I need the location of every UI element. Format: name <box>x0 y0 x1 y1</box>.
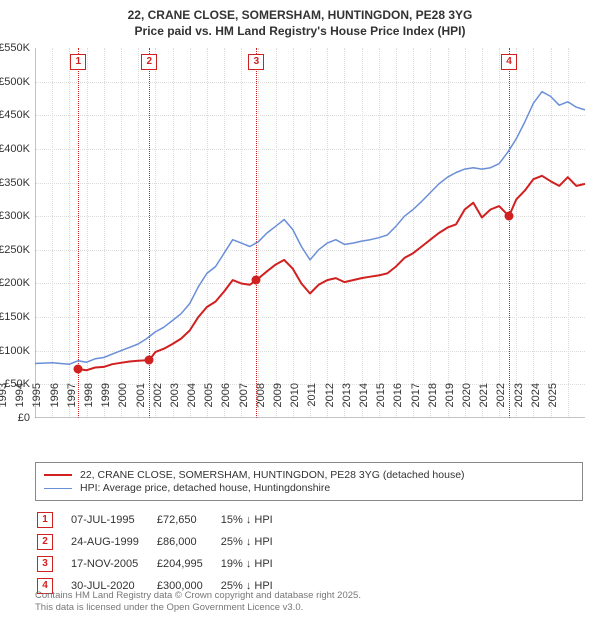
chart-plot-area: £0£50K£100K£150K£200K£250K£300K£350K£400… <box>35 48 585 418</box>
sale-event-price: £86,000 <box>157 532 219 552</box>
x-axis-tick-label: 1994 <box>14 383 26 423</box>
arrow-down-icon: ↓ <box>246 514 252 526</box>
legend-item-property: 22, CRANE CLOSE, SOMERSHAM, HUNTINGDON, … <box>44 469 574 481</box>
sale-event-delta: 15% ↓ HPI <box>221 510 289 530</box>
sale-event-price: £72,650 <box>157 510 219 530</box>
sale-event-row: 3 17-NOV-2005£204,99519% ↓ HPI <box>37 554 289 574</box>
legend-swatch <box>44 488 72 489</box>
sale-event-badge: 3 <box>37 556 53 572</box>
x-axis-tick-label: 1993 <box>0 383 9 423</box>
sale-event-row: 2 24-AUG-1999£86,00025% ↓ HPI <box>37 532 289 552</box>
sale-event-date: 17-NOV-2005 <box>71 554 155 574</box>
sale-event-delta: 19% ↓ HPI <box>221 554 289 574</box>
chart-container: 22, CRANE CLOSE, SOMERSHAM, HUNTINGDON, … <box>0 0 600 620</box>
arrow-down-icon: ↓ <box>246 558 252 570</box>
chart-legend: 22, CRANE CLOSE, SOMERSHAM, HUNTINGDON, … <box>35 462 583 501</box>
sale-event-delta: 25% ↓ HPI <box>221 532 289 552</box>
legend-item-hpi: HPI: Average price, detached house, Hunt… <box>44 482 574 494</box>
chart-title: 22, CRANE CLOSE, SOMERSHAM, HUNTINGDON, … <box>0 0 600 39</box>
sale-event-badge: 1 <box>37 512 53 528</box>
footer-line-1: Contains HM Land Registry data © Crown c… <box>35 590 361 602</box>
y-axis-tick-label: £500K <box>0 76 30 88</box>
y-axis-tick-label: £300K <box>0 210 30 222</box>
arrow-down-icon: ↓ <box>246 536 252 548</box>
y-axis-tick-label: £450K <box>0 109 30 121</box>
sale-event-price: £204,995 <box>157 554 219 574</box>
y-axis-tick-label: £100K <box>0 345 30 357</box>
y-axis-tick-label: £400K <box>0 143 30 155</box>
sale-event-date: 24-AUG-1999 <box>71 532 155 552</box>
y-axis-tick-label: £250K <box>0 244 30 256</box>
title-line-1: 22, CRANE CLOSE, SOMERSHAM, HUNTINGDON, … <box>0 8 600 24</box>
y-axis-tick-label: £350K <box>0 177 30 189</box>
title-line-2: Price paid vs. HM Land Registry's House … <box>0 24 600 40</box>
sale-event-row: 1 07-JUL-1995£72,65015% ↓ HPI <box>37 510 289 530</box>
sale-event-badge: 2 <box>37 534 53 550</box>
sale-events-table: 1 07-JUL-1995£72,65015% ↓ HPI 2 24-AUG-1999… <box>35 508 291 598</box>
sale-event-date: 07-JUL-1995 <box>71 510 155 530</box>
chart-axes <box>35 48 585 418</box>
legend-label: 22, CRANE CLOSE, SOMERSHAM, HUNTINGDON, … <box>80 469 465 481</box>
footer-attribution: Contains HM Land Registry data © Crown c… <box>35 590 361 614</box>
y-axis-tick-label: £200K <box>0 277 30 289</box>
footer-line-2: This data is licensed under the Open Gov… <box>35 602 361 614</box>
y-axis-tick-label: £550K <box>0 42 30 54</box>
legend-swatch <box>44 474 72 476</box>
y-axis-tick-label: £150K <box>0 311 30 323</box>
legend-label: HPI: Average price, detached house, Hunt… <box>80 482 330 494</box>
